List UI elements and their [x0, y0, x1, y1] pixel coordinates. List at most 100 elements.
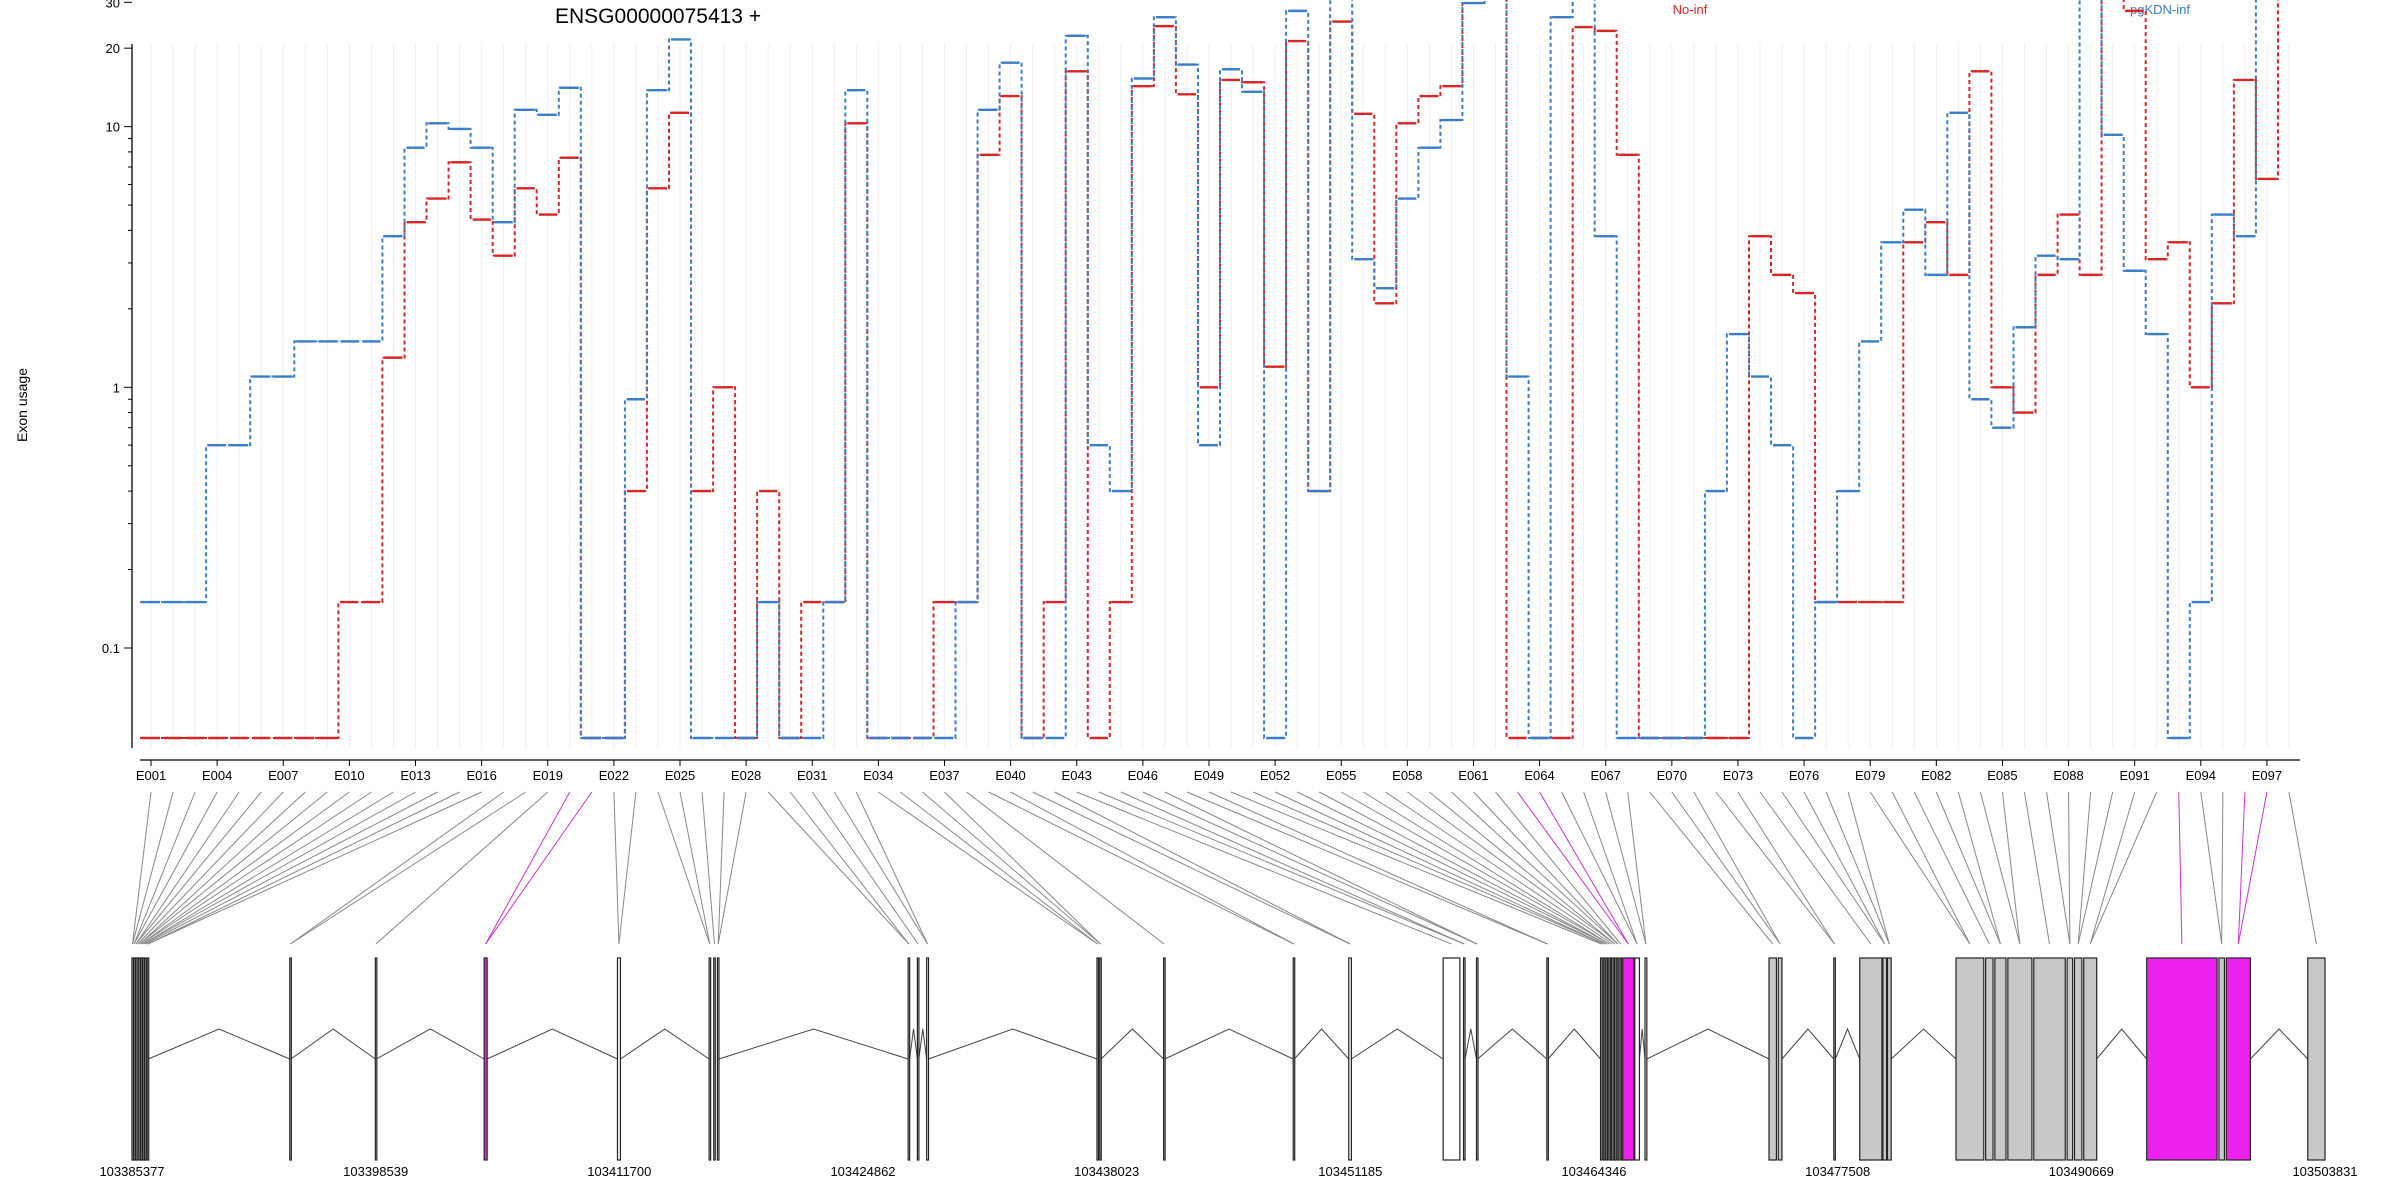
intron-line — [1646, 1028, 1770, 1060]
x-tick-label: E067 — [1591, 768, 1621, 783]
exon-box — [146, 957, 150, 1161]
connector-line — [1869, 791, 1971, 945]
connector-line — [2077, 791, 2092, 945]
x-tick-label: E037 — [929, 768, 959, 783]
genome-coordinate-label: 103490669 — [2049, 1164, 2114, 1179]
connector-line — [2288, 791, 2317, 945]
exon-box — [1859, 957, 1883, 1161]
exon-box — [1985, 957, 1994, 1161]
connector-line — [1649, 791, 1774, 945]
connector-line — [2178, 791, 2183, 945]
x-tick-label: E031 — [797, 768, 827, 783]
intron-line — [1100, 1028, 1164, 1060]
exon-box — [289, 957, 292, 1161]
connector-line — [1230, 791, 1602, 945]
exon-box — [713, 957, 716, 1161]
genome-coordinate-label: 103398539 — [343, 1164, 408, 1179]
intron-line — [909, 1028, 918, 1060]
connector-line — [1451, 791, 1619, 945]
exon-box — [907, 957, 911, 1161]
exon-box — [1768, 957, 1778, 1161]
genome-coordinate-label: 103464346 — [1561, 1164, 1626, 1179]
exon-box — [1622, 957, 1635, 1161]
intron-line — [1293, 1028, 1350, 1060]
intron-line — [148, 1028, 290, 1060]
intron-line — [1464, 1028, 1477, 1060]
connector-line — [922, 791, 1101, 945]
genome-coordinate-label: 103451185 — [1318, 1164, 1382, 1179]
exon-box — [2146, 957, 2218, 1161]
series-line — [140, 0, 2279, 739]
exon-box — [716, 957, 720, 1161]
connector-line — [1318, 791, 1607, 945]
connector-line — [135, 791, 240, 945]
connector-line — [717, 791, 747, 945]
x-tick-label: E055 — [1326, 768, 1356, 783]
series-layer — [140, 0, 2279, 740]
exon-box — [1096, 957, 1100, 1161]
connector-line — [1781, 791, 1886, 945]
exon-box — [926, 957, 930, 1161]
legend-entry: pgKDN-inf — [2130, 2, 2190, 17]
connector-line — [1142, 791, 1478, 945]
connector-line — [147, 791, 482, 945]
connector-line — [618, 791, 637, 945]
connector-line — [1605, 791, 1647, 945]
x-tick-label: E088 — [2053, 768, 2083, 783]
y-axis: 0.1110203050100 — [102, 0, 133, 748]
exon-box — [1994, 957, 2007, 1161]
x-tick-label: E013 — [400, 768, 430, 783]
intron-line — [376, 1028, 485, 1060]
exon-box — [1644, 957, 1648, 1161]
legend: No-inf pgKDN-inf — [1673, 2, 2191, 17]
connector-line — [1385, 791, 1613, 945]
genome-coordinate-label: 103385377 — [99, 1164, 164, 1179]
connector-line — [139, 791, 328, 945]
intron-line — [1164, 1028, 1294, 1060]
exon-box — [2007, 957, 2033, 1161]
connector-line — [1208, 791, 1548, 945]
exon-box — [1292, 957, 1296, 1161]
exon-box — [1886, 957, 1892, 1161]
connector-line — [1164, 791, 1478, 945]
connector-line — [1935, 791, 2001, 945]
connector-line — [2237, 791, 2268, 945]
connector-line — [717, 791, 725, 945]
connector-line — [133, 791, 218, 945]
exon-box — [708, 957, 712, 1161]
connector-line — [135, 791, 262, 945]
connector-line — [1957, 791, 2001, 945]
connector-line — [142, 791, 394, 945]
exon-box — [1613, 957, 1617, 1161]
connector-line — [139, 791, 306, 945]
connector-line — [132, 791, 174, 945]
connector-line — [2046, 791, 2071, 945]
connector-line — [290, 791, 526, 945]
exon-box — [1475, 957, 1479, 1161]
connector-line — [1803, 791, 1886, 945]
connector-line — [2237, 791, 2246, 945]
exon-box — [2033, 957, 2066, 1161]
x-tick-label: E049 — [1194, 768, 1224, 783]
connector-line — [1627, 791, 1647, 945]
exon-box — [2307, 957, 2326, 1161]
intron-line — [1781, 1028, 1835, 1060]
connector-line — [375, 791, 549, 945]
connector-line — [141, 791, 350, 945]
x-tick-label: E001 — [136, 768, 166, 783]
x-tick-label: E079 — [1855, 768, 1885, 783]
intron-line — [1351, 1028, 1444, 1060]
exon-box — [616, 957, 622, 1161]
connector-line — [944, 791, 1101, 945]
x-tick-label: E007 — [268, 768, 298, 783]
connector-line — [1913, 791, 1990, 945]
exon-box — [1546, 957, 1549, 1161]
intron-line — [918, 1028, 928, 1060]
connector-line — [988, 791, 1295, 945]
intron-line — [718, 1028, 909, 1060]
connector-line — [1098, 791, 1465, 945]
connector-line — [137, 791, 284, 945]
exon-box — [1462, 957, 1466, 1161]
x-tick-label: E019 — [533, 768, 563, 783]
gene-model-track — [131, 957, 2326, 1161]
